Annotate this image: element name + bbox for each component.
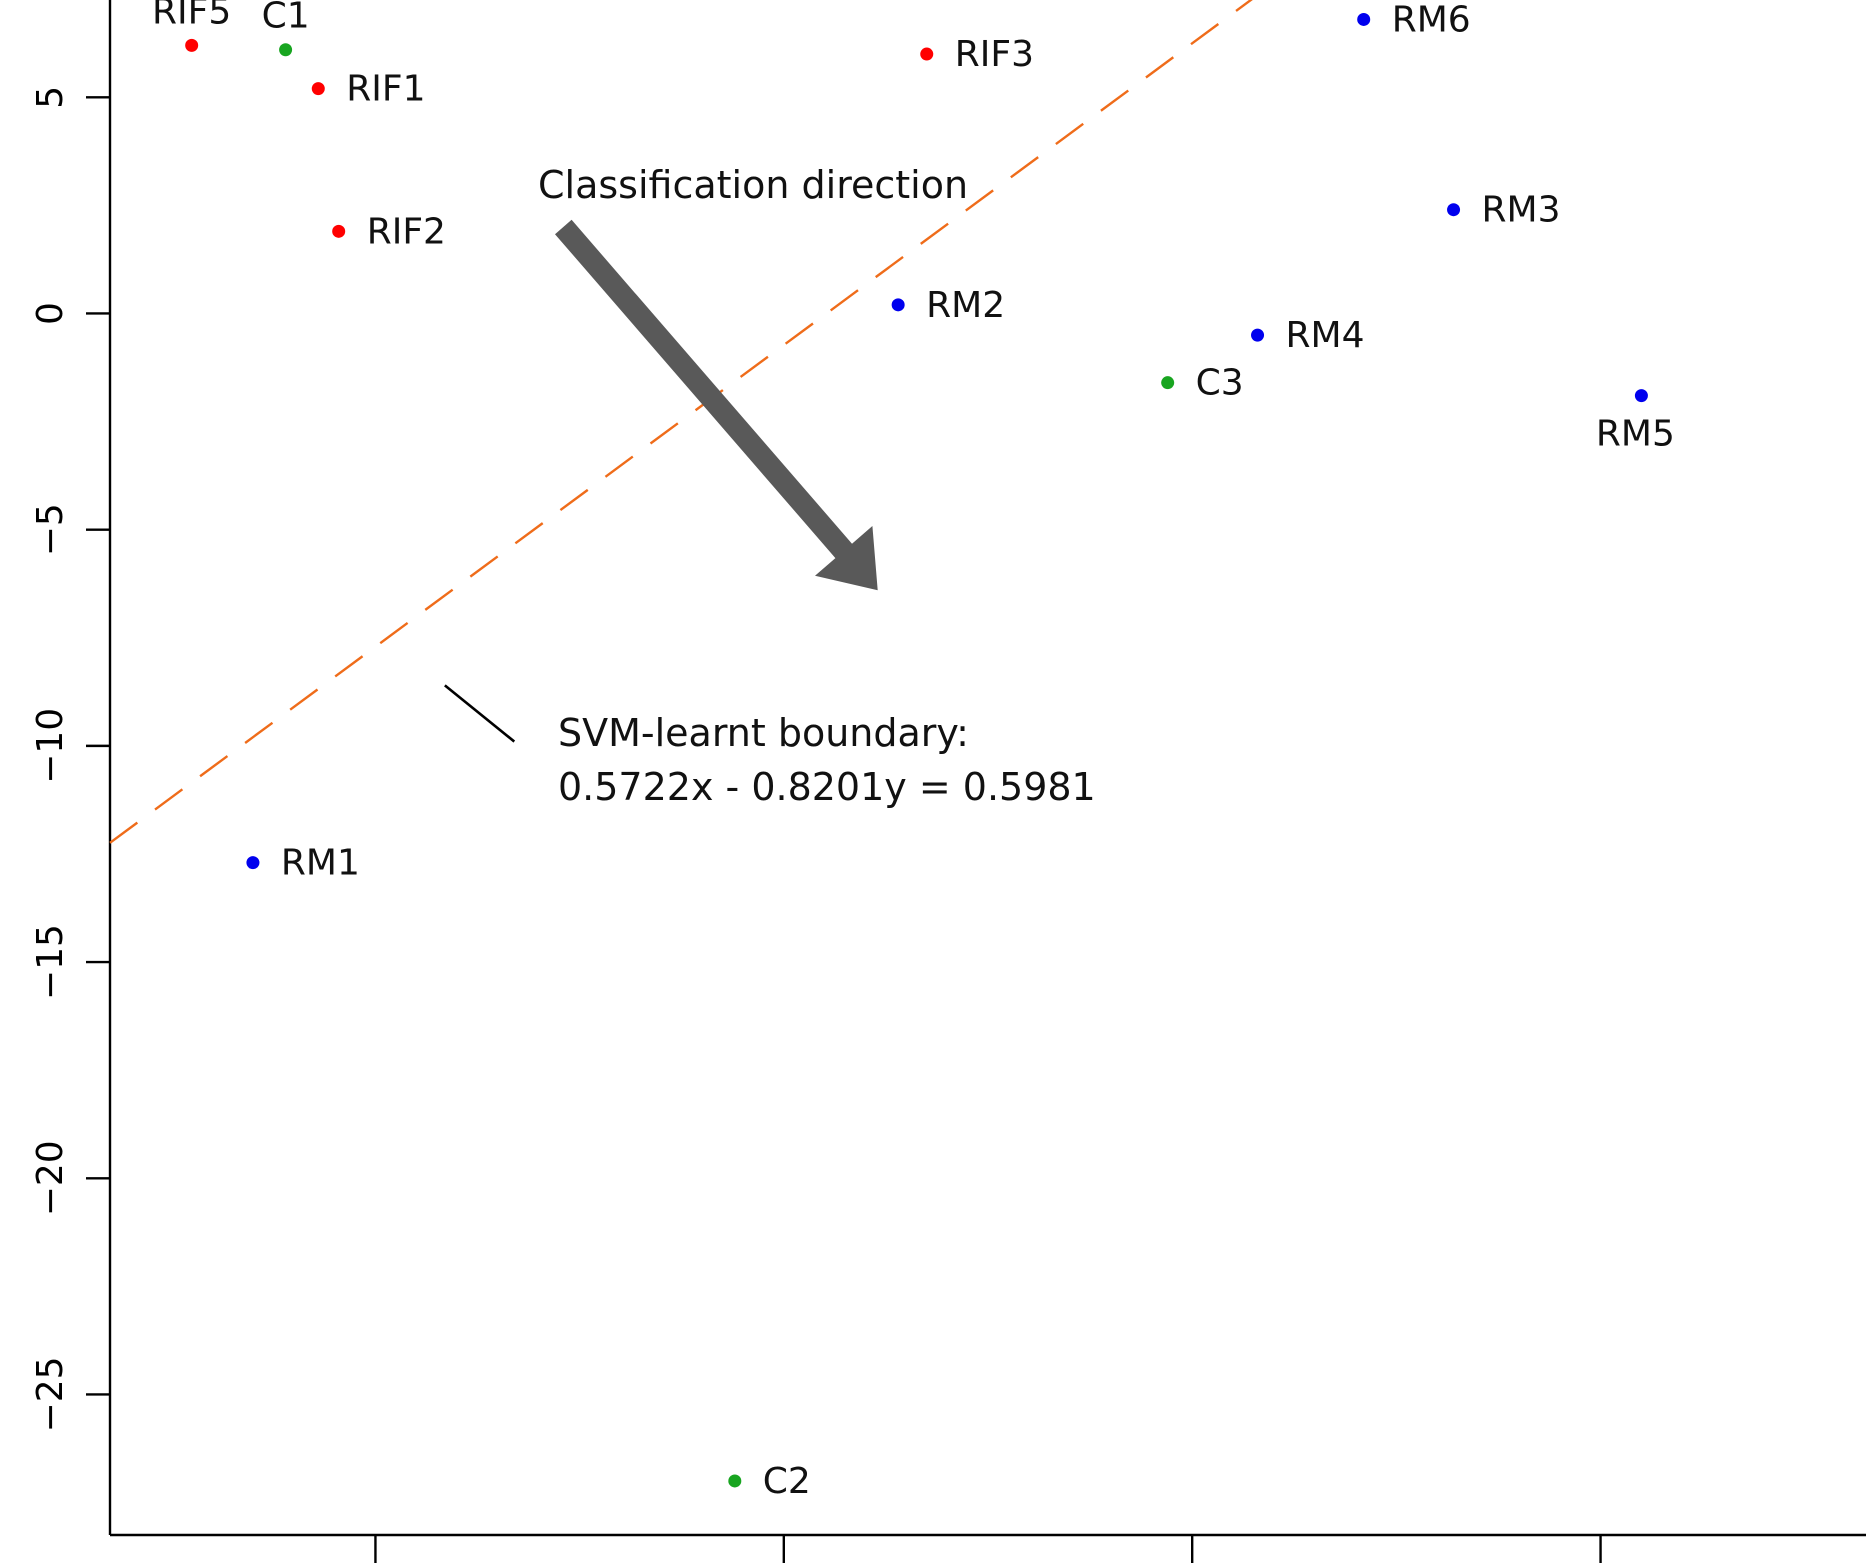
point-label-rm1: RM1 <box>281 843 360 884</box>
boundary-label-line1: SVM-learnt boundary: <box>558 711 969 755</box>
labels-layer: RIF5 C1 RIF1 RIF2 RIF3 RM2 RM6 RM3 RM4 C3 RM5 RM1 C2 <box>152 0 1675 1502</box>
y-tick-label: −25 <box>30 1356 71 1432</box>
data-point-rm5 <box>1634 389 1648 403</box>
data-point-rif1 <box>311 82 325 96</box>
point-label-rif2: RIF2 <box>367 211 446 252</box>
y-tick-label: −10 <box>30 708 71 784</box>
classification-direction-label: Classification direction <box>538 163 968 207</box>
data-point-rm2 <box>891 298 905 312</box>
point-label-rm6: RM6 <box>1392 0 1471 40</box>
point-label-rif5: RIF5 <box>152 0 231 32</box>
data-point-rm4 <box>1251 328 1265 342</box>
data-point-rif2 <box>332 224 346 238</box>
arrow-layer <box>555 219 878 591</box>
y-tick-label: −20 <box>30 1140 71 1216</box>
point-label-rm4: RM4 <box>1286 315 1365 356</box>
data-point-c1 <box>279 43 293 57</box>
point-label-rif3: RIF3 <box>955 34 1034 75</box>
classification-direction-arrow <box>555 219 878 591</box>
point-label-rm2: RM2 <box>926 285 1005 326</box>
data-point-rif3 <box>920 47 934 61</box>
boundary-pointer-line <box>444 684 516 743</box>
data-point-c2 <box>728 1474 742 1488</box>
data-point-rm6 <box>1357 12 1371 26</box>
data-point-rm3 <box>1447 203 1461 217</box>
data-point-rif5 <box>185 38 199 52</box>
points-layer <box>185 12 1648 1488</box>
y-tick-label: 0 <box>30 302 71 325</box>
point-label-rif1: RIF1 <box>346 69 425 110</box>
data-point-rm1 <box>246 856 260 870</box>
point-label-c3: C3 <box>1196 363 1244 404</box>
axes: 5 0 −5 −10 −15 −20 −25 <box>30 0 1866 1563</box>
y-tick-label: 5 <box>30 86 71 109</box>
data-point-c3 <box>1161 376 1175 390</box>
svm-boundary-line <box>109 0 1253 844</box>
point-label-c2: C2 <box>763 1461 811 1502</box>
y-tick-label: −5 <box>30 503 71 556</box>
point-label-rm3: RM3 <box>1482 190 1561 231</box>
boundary-label-line2: 0.5722x - 0.8201y = 0.5981 <box>558 765 1096 809</box>
boundary-layer <box>109 0 1253 844</box>
y-tick-label: −15 <box>30 924 71 1000</box>
point-label-c1: C1 <box>262 0 310 37</box>
point-label-rm5: RM5 <box>1596 414 1675 455</box>
